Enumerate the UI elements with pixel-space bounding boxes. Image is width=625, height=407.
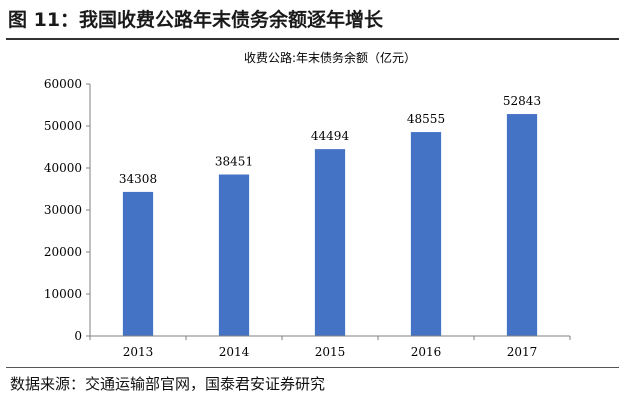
y-tick-label: 0 [74, 329, 82, 343]
bar-2016 [410, 132, 442, 336]
y-tick-label: 40000 [44, 161, 82, 175]
y-tick-label: 60000 [44, 77, 82, 91]
x-tick-label: 2013 [123, 345, 154, 359]
x-tick-label: 2014 [219, 345, 250, 359]
y-tick-label: 30000 [44, 203, 82, 217]
chart-title: 收费公路:年末债务余额（亿元） [244, 50, 416, 65]
y-tick-label: 10000 [44, 287, 82, 301]
bar-2015 [314, 149, 346, 336]
x-axis: 2013 2014 2015 2016 2017 [89, 336, 571, 359]
bar-2017 [506, 114, 538, 336]
x-tick-label: 2017 [507, 345, 538, 359]
figure-title: 图 11：我国收费公路年末债务余额逐年增长 [8, 9, 384, 31]
title-rule [6, 38, 619, 40]
y-axis: 0 10000 20000 30000 40000 50000 60000 [44, 77, 90, 343]
y-tick-label: 20000 [44, 245, 82, 259]
bar-2013 [122, 191, 154, 336]
data-label-2015: 44494 [311, 129, 350, 143]
x-tick-label: 2015 [315, 345, 346, 359]
bar-chart: 收费公路:年末债务余额（亿元） 0 10000 20000 30000 40000 500… [44, 50, 571, 359]
data-label-2014: 38451 [215, 155, 253, 169]
source-note: 数据来源：交通运输部官网，国泰君安证券研究 [10, 375, 326, 393]
y-tick-label: 50000 [44, 119, 82, 133]
data-label-2013: 34308 [119, 172, 157, 186]
x-tick-label: 2016 [411, 345, 442, 359]
data-label-2016: 48555 [407, 112, 445, 126]
bar-series: 34308 38451 44494 48555 52843 [119, 94, 541, 336]
data-label-2017: 52843 [503, 94, 541, 108]
source-rule [6, 367, 619, 368]
bar-2014 [218, 174, 250, 336]
